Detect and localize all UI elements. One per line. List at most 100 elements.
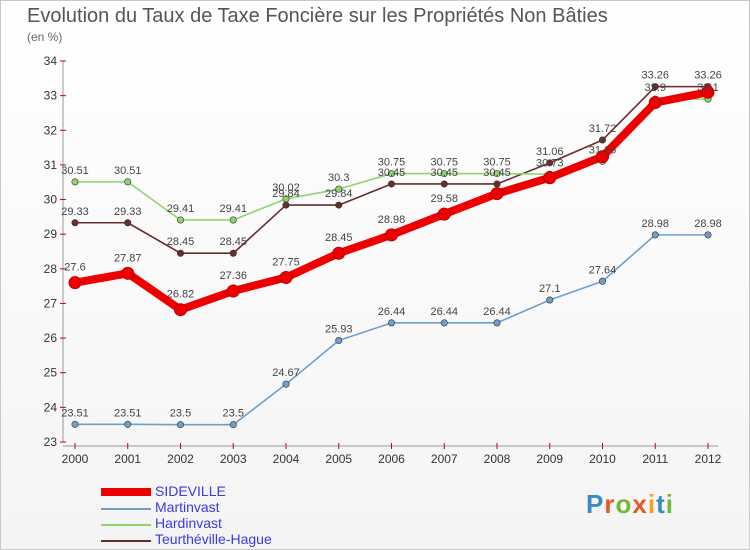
- chart-axes: 23 24 25 26 27 28 29 30 31 32 33 34 2000 2001 2002 2003…: [44, 54, 722, 466]
- x-tick-label: 2007: [431, 452, 458, 466]
- data-point: [71, 420, 79, 428]
- data-point: [335, 201, 343, 209]
- data-point: [596, 150, 609, 164]
- data-point: [543, 171, 557, 185]
- data-label: 23.5: [223, 408, 244, 420]
- data-point: [387, 180, 395, 188]
- data-point: [71, 178, 79, 186]
- x-tick-label: 2002: [167, 452, 194, 466]
- y-tick-label: 33: [44, 89, 58, 103]
- data-label: 30.3: [328, 172, 349, 184]
- x-tick-label: 2012: [695, 452, 722, 466]
- data-label: 29.84: [272, 188, 300, 200]
- data-label: 27.6: [64, 262, 85, 274]
- data-label: 23.51: [114, 407, 142, 419]
- data-point: [437, 207, 451, 221]
- data-point: [177, 249, 185, 257]
- data-label: 28.98: [641, 218, 669, 230]
- legend-label: Martinvast: [155, 499, 220, 515]
- data-point: [387, 170, 395, 178]
- data-label: 30.45: [483, 167, 511, 179]
- data-label: 31.16: [589, 144, 617, 156]
- legend-swatch: [101, 540, 151, 542]
- data-label: 23.5: [170, 408, 191, 420]
- y-tick-label: 24: [44, 400, 58, 414]
- legend-swatch: [101, 524, 151, 526]
- data-label: 28.98: [378, 214, 406, 226]
- data-point: [598, 277, 606, 285]
- data-point: [282, 380, 290, 388]
- data-point: [229, 421, 237, 429]
- data-point: [648, 96, 662, 110]
- y-tick-label: 32: [44, 123, 58, 137]
- data-point: [701, 85, 715, 99]
- data-label: 31.06: [536, 146, 564, 158]
- legend-label: Teurthéville-Hague: [155, 531, 272, 547]
- data-label: 30.75: [378, 157, 406, 169]
- data-point: [387, 319, 395, 327]
- x-tick-label: 2009: [536, 452, 563, 466]
- data-label-layer: 27.6 27.87 26.82 27.36 27.75 28.45 28.98 29.58 2…: [61, 70, 722, 420]
- data-label: 29.33: [114, 206, 142, 218]
- data-label: 30.51: [61, 165, 89, 177]
- data-label: 32.9: [645, 82, 666, 94]
- data-point: [282, 201, 290, 209]
- data-label: 29.84: [325, 188, 353, 200]
- legend-swatch: [101, 508, 151, 510]
- data-point: [440, 180, 448, 188]
- y-tick-label: 34: [44, 54, 58, 68]
- x-tick-label: 2005: [325, 452, 352, 466]
- data-point: [124, 219, 132, 227]
- data-point: [704, 231, 712, 239]
- data-point: [282, 195, 290, 203]
- x-tick-label: 2010: [589, 452, 616, 466]
- data-label: 27.75: [272, 256, 300, 268]
- data-label: 30.73: [536, 157, 564, 169]
- data-label: 33.26: [641, 70, 669, 82]
- y-tick-label: 28: [44, 262, 58, 276]
- data-label: 25.93: [325, 324, 353, 336]
- data-point: [332, 246, 346, 260]
- chart-subtitle: (en %): [27, 30, 63, 44]
- data-label: 29.58: [430, 193, 458, 205]
- data-label: 28.45: [219, 236, 247, 248]
- data-label: 28.98: [694, 218, 722, 230]
- data-label: 27.1: [539, 283, 560, 295]
- data-point: [124, 420, 132, 428]
- data-label: 26.44: [430, 306, 458, 318]
- data-point: [71, 219, 79, 227]
- x-tick-label: 2004: [273, 452, 300, 466]
- data-point: [229, 249, 237, 257]
- data-label: 33.26: [694, 70, 722, 82]
- data-point: [440, 319, 448, 327]
- data-point: [546, 159, 554, 167]
- data-point: [651, 83, 659, 91]
- y-tick-label: 30: [44, 193, 58, 207]
- data-label: 26.44: [378, 306, 406, 318]
- data-label: 28.45: [325, 232, 353, 244]
- data-point: [121, 266, 135, 280]
- data-point: [68, 276, 82, 290]
- data-label: 26.44: [483, 306, 511, 318]
- x-tick-label: 2000: [62, 452, 89, 466]
- data-label: 30.75: [483, 157, 511, 169]
- series-layer: [68, 83, 715, 429]
- data-point: [229, 216, 237, 224]
- data-point: [493, 319, 501, 327]
- legend-swatch: [101, 488, 151, 496]
- data-label: 30.02: [272, 182, 300, 194]
- y-tick-label: 25: [44, 366, 58, 380]
- y-tick-label: 23: [44, 435, 58, 449]
- data-label: 27.36: [219, 270, 247, 282]
- x-tick-label: 2011: [642, 452, 668, 466]
- data-label: 23.51: [61, 407, 89, 419]
- data-label: 27.64: [589, 264, 617, 276]
- data-point: [177, 216, 185, 224]
- data-label: 29.33: [61, 206, 89, 218]
- data-label: 29.41: [167, 203, 195, 215]
- y-tick-label: 29: [44, 227, 58, 241]
- data-point: [174, 303, 187, 317]
- x-tick-label: 2001: [114, 452, 141, 466]
